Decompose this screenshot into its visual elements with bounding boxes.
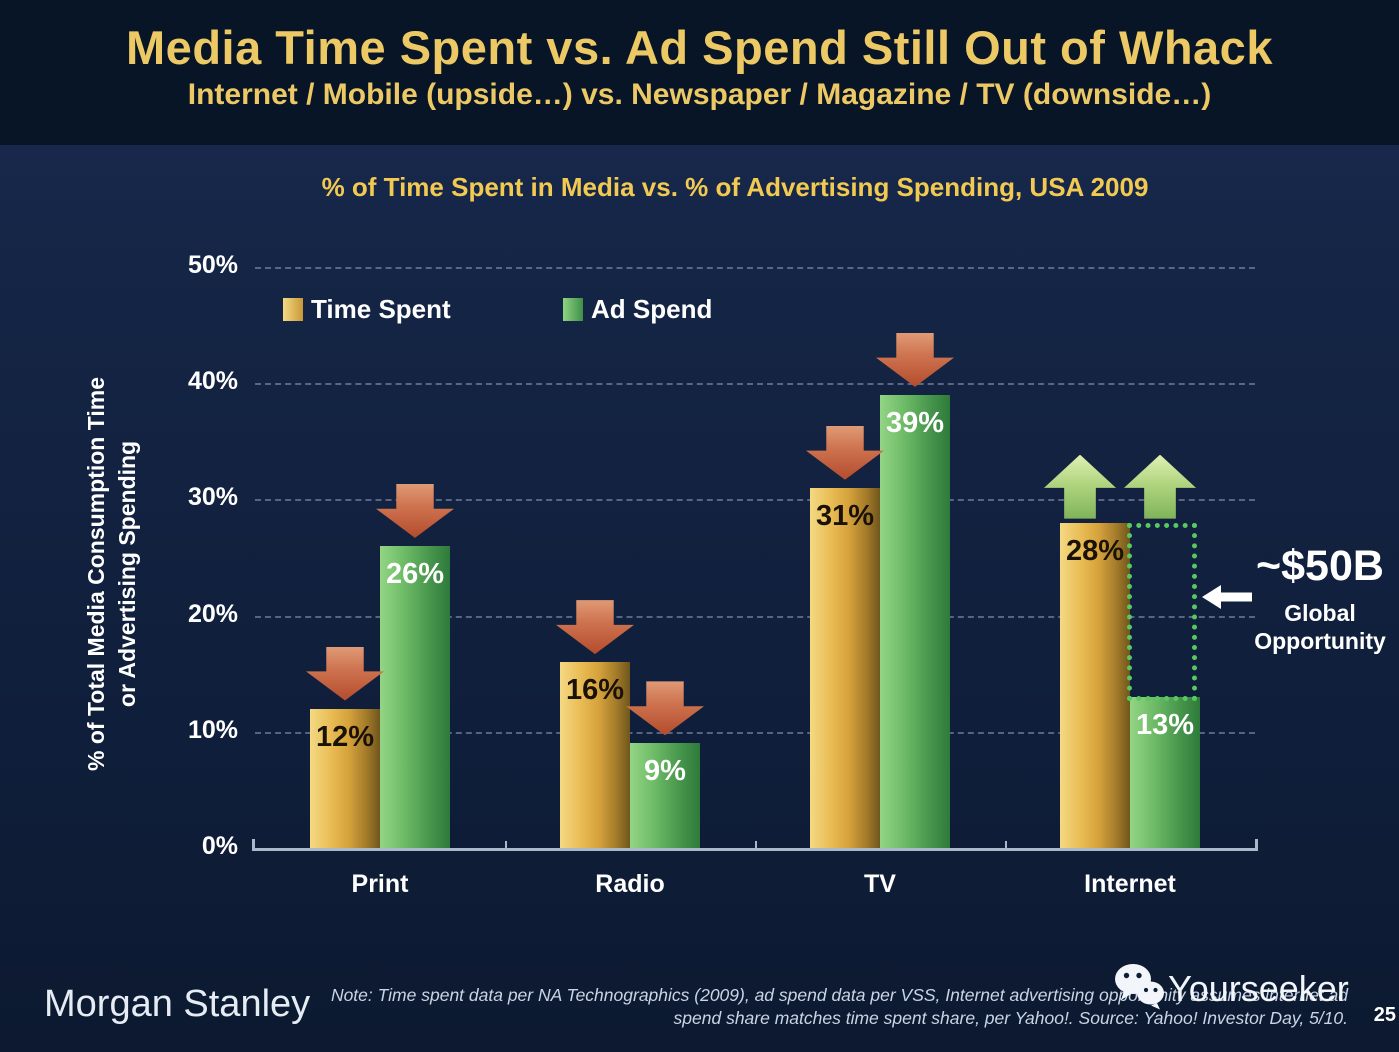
down-arrow-icon-ad-spend-tv — [876, 332, 954, 387]
x-axis-tick-2 — [755, 841, 757, 849]
opportunity-label-line2: Opportunity — [1254, 628, 1386, 654]
up-arrow-icon-1-internet — [1044, 454, 1116, 519]
wechat-icon — [1112, 962, 1166, 1015]
value-label-ad-spend-print: 26% — [385, 557, 445, 590]
watermark: Yourseeker — [1112, 962, 1349, 1015]
opportunity-label-line1: Global — [1284, 600, 1356, 626]
y-tick-label-20: 20% — [187, 599, 238, 628]
value-label-time-spent-radio: 16% — [565, 674, 625, 707]
value-label-time-spent-tv: 31% — [815, 499, 875, 532]
y-axis-label-line1: % of Total Media Consumption Time — [83, 377, 109, 771]
bar-ad-spend-print — [380, 545, 450, 848]
gridline-10 — [255, 731, 1255, 734]
up-arrow-icon-2-internet — [1124, 454, 1196, 519]
x-axis-left-hook — [252, 839, 255, 849]
bar-ad-spend-tv — [880, 394, 950, 848]
opportunity-annotation: ~$50B Global Opportunity — [1246, 543, 1394, 655]
legend-label-time-spent: Time Spent — [311, 294, 451, 324]
bar-time-spent-print — [310, 708, 380, 848]
opportunity-value: ~$50B — [1256, 542, 1384, 590]
page-number: 25 — [1373, 1004, 1396, 1026]
slide-title: Media Time Spent vs. Ad Spend Still Out … — [126, 21, 1273, 74]
category-label-internet: Internet — [1084, 870, 1176, 898]
chart-title: % of Time Spent in Media vs. % of Advert… — [321, 172, 1149, 202]
x-axis-line — [252, 848, 1258, 851]
value-label-ad-spend-radio: 9% — [644, 755, 686, 788]
value-label-time-spent-internet: 28% — [1065, 534, 1125, 567]
legend-swatch-time-spent — [283, 298, 303, 321]
value-label-time-spent-print: 12% — [315, 720, 375, 753]
bar-ad-spend-radio — [630, 743, 700, 848]
down-arrow-icon-time-spent-print — [306, 646, 384, 701]
down-arrow-icon-time-spent-radio — [556, 600, 634, 655]
slide-subtitle: Internet / Mobile (upside…) vs. Newspape… — [187, 78, 1212, 111]
down-arrow-icon-ad-spend-print — [376, 483, 454, 538]
legend-swatch-ad-spend — [563, 298, 583, 321]
y-axis-label: % of Total Media Consumption Time or Adv… — [81, 274, 143, 874]
bar-ad-spend-internet — [1130, 696, 1200, 848]
gridline-30 — [255, 499, 1255, 502]
bar-time-spent-internet — [1060, 522, 1130, 848]
y-tick-label-40: 40% — [187, 367, 238, 396]
bar-time-spent-tv — [810, 487, 880, 848]
y-tick-label-10: 10% — [187, 715, 238, 744]
y-axis-label-line2: or Advertising Spending — [114, 440, 140, 708]
category-label-tv: TV — [864, 870, 896, 898]
value-label-ad-spend-internet: 13% — [1135, 708, 1195, 741]
source-note-line1: Note: Time spent data per NA Technograph… — [330, 985, 1348, 1005]
x-axis-tick-1 — [505, 841, 507, 849]
y-tick-label-50: 50% — [187, 251, 238, 279]
source-note: Note: Time spent data per NA Technograph… — [300, 984, 1348, 1030]
category-label-print: Print — [351, 870, 409, 898]
watermark-text: Yourseeker — [1168, 967, 1349, 1009]
header-band: Media Time Spent vs. Ad Spend Still Out … — [0, 0, 1399, 145]
y-tick-label-0: 0% — [201, 832, 238, 860]
gridline-40 — [255, 383, 1255, 386]
bar-time-spent-radio — [560, 662, 630, 848]
y-tick-label-30: 30% — [187, 483, 238, 512]
left-arrow-icon — [1202, 585, 1252, 609]
gridline-20 — [255, 615, 1255, 618]
x-axis-right-hook — [1255, 839, 1258, 849]
morgan-stanley-logo: Morgan Stanley — [44, 983, 311, 1025]
source-note-line2: spend share matches time spent share, pe… — [673, 1008, 1348, 1028]
gridline-50 — [255, 267, 1255, 269]
value-label-ad-spend-tv: 39% — [885, 406, 945, 439]
legend-label-ad-spend: Ad Spend — [591, 294, 713, 324]
category-label-radio: Radio — [595, 870, 665, 898]
opportunity-dotted-box — [1127, 522, 1197, 701]
x-axis-tick-3 — [1005, 841, 1007, 849]
